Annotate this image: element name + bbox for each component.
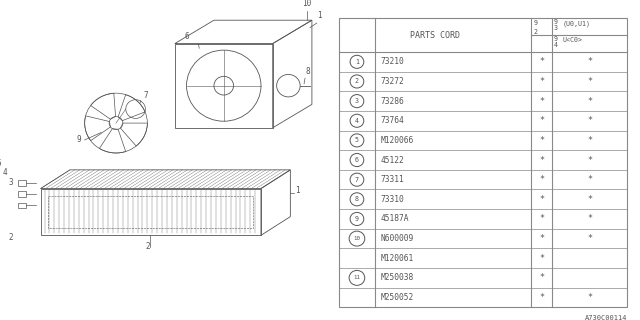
Text: 10: 10 [302,0,311,8]
Text: *: * [587,293,592,302]
Text: 73272: 73272 [380,77,404,86]
Text: *: * [587,156,592,164]
Text: 9: 9 [533,20,537,26]
Text: 9: 9 [355,216,359,222]
Bar [18,203,26,208]
Text: 1: 1 [295,186,300,195]
Text: 73764: 73764 [380,116,404,125]
Text: *: * [587,57,592,66]
Text: 73310: 73310 [380,195,404,204]
Text: 11: 11 [353,276,360,280]
Text: *: * [587,77,592,86]
Text: N600009: N600009 [380,234,413,243]
Text: 1: 1 [355,59,359,65]
Text: *: * [539,156,544,164]
Text: 2: 2 [8,233,13,242]
Text: 45122: 45122 [380,156,404,164]
Text: PARTS CORD: PARTS CORD [410,31,460,40]
Text: 7: 7 [355,177,359,183]
Text: *: * [539,136,544,145]
Text: 73286: 73286 [380,97,404,106]
Text: *: * [539,273,544,282]
Text: 7: 7 [143,91,148,100]
Text: 2: 2 [145,242,150,251]
Text: 4: 4 [3,168,7,178]
Bar [18,180,26,186]
Text: 2: 2 [533,28,537,35]
Text: M250052: M250052 [380,293,413,302]
Text: *: * [539,77,544,86]
Text: *: * [539,116,544,125]
Text: 3: 3 [554,25,558,31]
Text: 10: 10 [353,236,360,241]
Text: *: * [539,57,544,66]
Text: 9: 9 [554,19,558,25]
Text: 4: 4 [554,42,558,48]
Bar [339,18,627,307]
Text: *: * [587,214,592,223]
Text: M120061: M120061 [380,254,413,263]
Text: *: * [587,97,592,106]
Text: *: * [587,116,592,125]
Text: 5: 5 [355,137,359,143]
Text: *: * [539,293,544,302]
Text: 6: 6 [184,32,189,41]
Text: *: * [539,175,544,184]
Text: 3: 3 [8,178,13,187]
Text: M120066: M120066 [380,136,413,145]
Text: A730C00114: A730C00114 [585,315,627,320]
Text: 3: 3 [355,98,359,104]
Text: 4: 4 [355,118,359,124]
Text: 73210: 73210 [380,57,404,66]
Text: *: * [539,234,544,243]
Text: 1: 1 [317,11,321,20]
Text: 9: 9 [77,135,81,144]
Text: *: * [587,234,592,243]
Text: M250038: M250038 [380,273,413,282]
Text: 9: 9 [554,36,558,42]
Text: *: * [539,97,544,106]
Text: (U0,U1): (U0,U1) [563,20,591,27]
Text: *: * [587,195,592,204]
Text: U<C0>: U<C0> [563,37,582,43]
Text: 73311: 73311 [380,175,404,184]
Text: 2: 2 [355,78,359,84]
Text: *: * [539,214,544,223]
Text: 8: 8 [305,68,310,76]
Text: *: * [587,175,592,184]
Text: 5: 5 [0,159,1,168]
Text: 8: 8 [355,196,359,202]
Text: 6: 6 [355,157,359,163]
Bar [18,191,26,197]
Text: *: * [539,254,544,263]
Text: *: * [587,136,592,145]
Text: *: * [539,195,544,204]
Text: 45187A: 45187A [380,214,409,223]
